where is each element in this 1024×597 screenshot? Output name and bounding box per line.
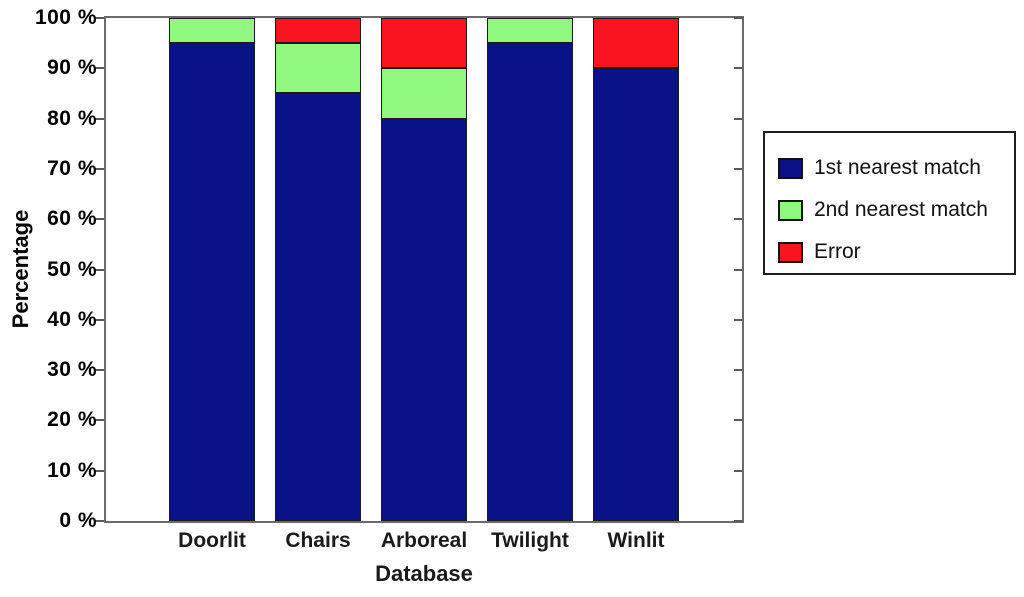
y-tick-left-10 — [95, 469, 104, 472]
y-tick-label-70: 70 % — [47, 156, 97, 180]
y-tick-left-20 — [95, 419, 104, 422]
bar-segment-twilight-1st-nearest-match — [487, 43, 573, 521]
x-tick-label-winlit: Winlit — [607, 529, 665, 552]
bar-segment-arboreal-1st-nearest-match — [381, 118, 467, 521]
legend-label: 1st nearest match — [814, 156, 981, 179]
legend-swatch-icon — [778, 157, 803, 179]
y-tick-label-50: 50 % — [47, 257, 97, 281]
bar-winlit — [593, 18, 679, 521]
y-tick-left-80 — [95, 117, 104, 120]
y-tick-right-50 — [734, 268, 742, 271]
y-tick-right-80 — [734, 117, 742, 120]
bar-arboreal — [381, 18, 467, 521]
y-tick-left-30 — [95, 369, 104, 372]
legend-label: Error — [814, 240, 861, 263]
bar-segment-winlit-error — [593, 18, 679, 69]
y-tick-right-20 — [734, 419, 742, 422]
y-tick-left-50 — [95, 268, 104, 271]
y-tick-left-70 — [95, 167, 104, 170]
y-tick-label-80: 80 % — [47, 106, 97, 130]
y-tick-label-30: 30 % — [47, 358, 97, 382]
bar-twilight — [487, 18, 573, 521]
bar-segment-chairs-1st-nearest-match — [275, 93, 361, 521]
y-tick-label-20: 20 % — [47, 408, 97, 432]
y-tick-left-0 — [95, 520, 104, 522]
legend-item-2nd-nearest-match: 2nd nearest match — [765, 189, 1014, 231]
y-tick-right-90 — [734, 67, 742, 70]
x-tick-label-doorlit: Doorlit — [178, 529, 246, 552]
y-tick-right-10 — [734, 469, 742, 472]
y-tick-left-90 — [95, 67, 104, 70]
y-tick-left-60 — [95, 218, 104, 221]
y-tick-label-60: 60 % — [47, 207, 97, 231]
y-tick-right-70 — [734, 167, 742, 170]
legend-swatch-icon — [778, 241, 803, 263]
bar-segment-winlit-1st-nearest-match — [593, 68, 679, 521]
y-tick-label-90: 90 % — [47, 56, 97, 80]
y-tick-label-0: 0 % — [59, 509, 97, 532]
y-tick-right-100 — [734, 17, 742, 19]
legend: 1st nearest match 2nd nearest match Error — [763, 131, 1016, 275]
y-tick-label-10: 10 % — [47, 458, 97, 482]
x-tick-label-arboreal: Arboreal — [380, 529, 468, 552]
bar-segment-doorlit-2nd-nearest-match — [169, 18, 255, 44]
y-tick-right-0 — [734, 520, 742, 522]
y-tick-left-100 — [95, 17, 104, 19]
legend-swatch-icon — [778, 199, 803, 221]
legend-item-1st-nearest-match: 1st nearest match — [765, 147, 1014, 189]
legend-item-error: Error — [765, 231, 1014, 273]
bar-segment-chairs-2nd-nearest-match — [275, 43, 361, 94]
x-axis-title: Database — [375, 561, 473, 586]
y-tick-label-100: 100 % — [34, 6, 97, 29]
bar-segment-twilight-2nd-nearest-match — [487, 18, 573, 44]
y-tick-label-40: 40 % — [47, 307, 97, 331]
x-tick-label-chairs: Chairs — [285, 529, 351, 552]
y-tick-right-30 — [734, 369, 742, 372]
bar-doorlit — [169, 18, 255, 521]
bar-chairs — [275, 18, 361, 521]
y-tick-left-40 — [95, 318, 104, 321]
y-tick-right-40 — [734, 318, 742, 321]
bar-segment-arboreal-2nd-nearest-match — [381, 68, 467, 119]
y-tick-right-60 — [734, 218, 742, 221]
bar-segment-arboreal-error — [381, 18, 467, 69]
bar-segment-doorlit-1st-nearest-match — [169, 43, 255, 521]
x-tick-label-twilight: Twilight — [491, 529, 569, 552]
plot-area — [95, 16, 744, 523]
legend-label: 2nd nearest match — [814, 198, 988, 221]
bar-segment-chairs-error — [275, 18, 361, 44]
